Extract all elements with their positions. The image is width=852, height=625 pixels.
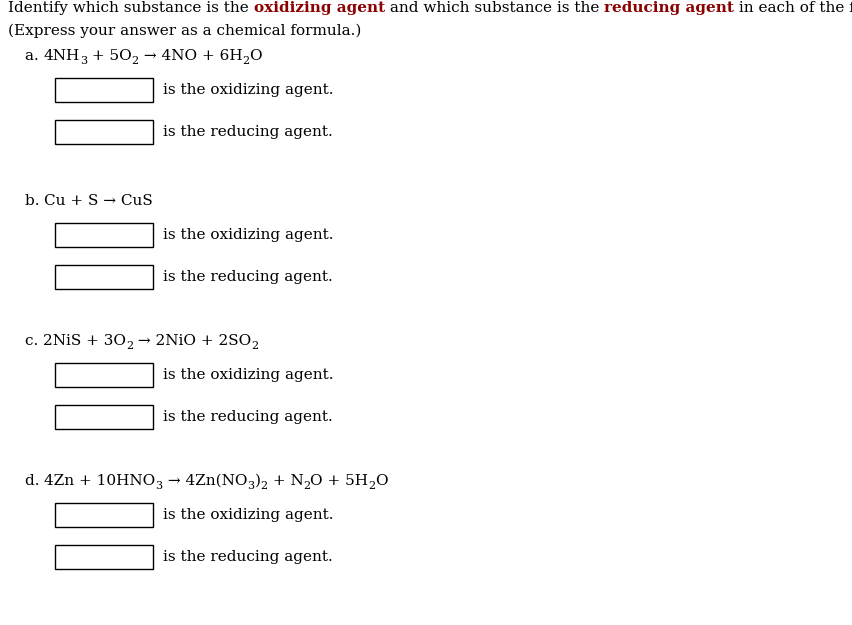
Text: → 2NiO + 2SO: → 2NiO + 2SO [133, 334, 251, 348]
Text: is the oxidizing agent.: is the oxidizing agent. [163, 83, 333, 97]
Text: O: O [250, 49, 262, 63]
Text: is the reducing agent.: is the reducing agent. [163, 270, 333, 284]
Text: (Express your answer as a chemical formula.): (Express your answer as a chemical formu… [8, 24, 361, 38]
Text: 2: 2 [251, 341, 259, 351]
Text: oxidizing agent: oxidizing agent [254, 1, 385, 15]
Text: is the reducing agent.: is the reducing agent. [163, 410, 333, 424]
Text: ): ) [255, 474, 261, 488]
Text: reducing agent: reducing agent [604, 1, 734, 15]
Text: 2NiS + 3O: 2NiS + 3O [43, 334, 126, 348]
Text: 4Zn + 10HNO: 4Zn + 10HNO [44, 474, 156, 488]
Text: Cu + S → CuS: Cu + S → CuS [44, 194, 153, 208]
Text: is the reducing agent.: is the reducing agent. [163, 125, 333, 139]
Text: 3: 3 [247, 481, 255, 491]
Text: is the oxidizing agent.: is the oxidizing agent. [163, 508, 333, 522]
Text: b.: b. [25, 194, 44, 208]
Text: 3: 3 [80, 56, 87, 66]
Text: c.: c. [25, 334, 43, 348]
Text: a.: a. [25, 49, 43, 63]
Text: 3: 3 [156, 481, 163, 491]
Text: O + 5H: O + 5H [310, 474, 368, 488]
Text: → 4Zn(NO: → 4Zn(NO [163, 474, 247, 488]
Text: 2: 2 [303, 481, 310, 491]
Text: O: O [376, 474, 389, 488]
Text: in each of the following redox reactions.: in each of the following redox reactions… [734, 1, 852, 15]
Text: → 4NO + 6H: → 4NO + 6H [139, 49, 243, 63]
Text: and which substance is the: and which substance is the [385, 1, 604, 15]
Text: + N: + N [268, 474, 303, 488]
Text: 2: 2 [126, 341, 133, 351]
Text: d.: d. [25, 474, 44, 488]
Text: Identify which substance is the: Identify which substance is the [8, 1, 254, 15]
Text: is the reducing agent.: is the reducing agent. [163, 550, 333, 564]
Text: 2: 2 [368, 481, 376, 491]
Text: 2: 2 [132, 56, 139, 66]
Text: 2: 2 [243, 56, 250, 66]
Text: + 5O: + 5O [87, 49, 132, 63]
Text: is the oxidizing agent.: is the oxidizing agent. [163, 368, 333, 382]
Text: 4NH: 4NH [43, 49, 80, 63]
Text: 2: 2 [261, 481, 268, 491]
Text: is the oxidizing agent.: is the oxidizing agent. [163, 228, 333, 242]
